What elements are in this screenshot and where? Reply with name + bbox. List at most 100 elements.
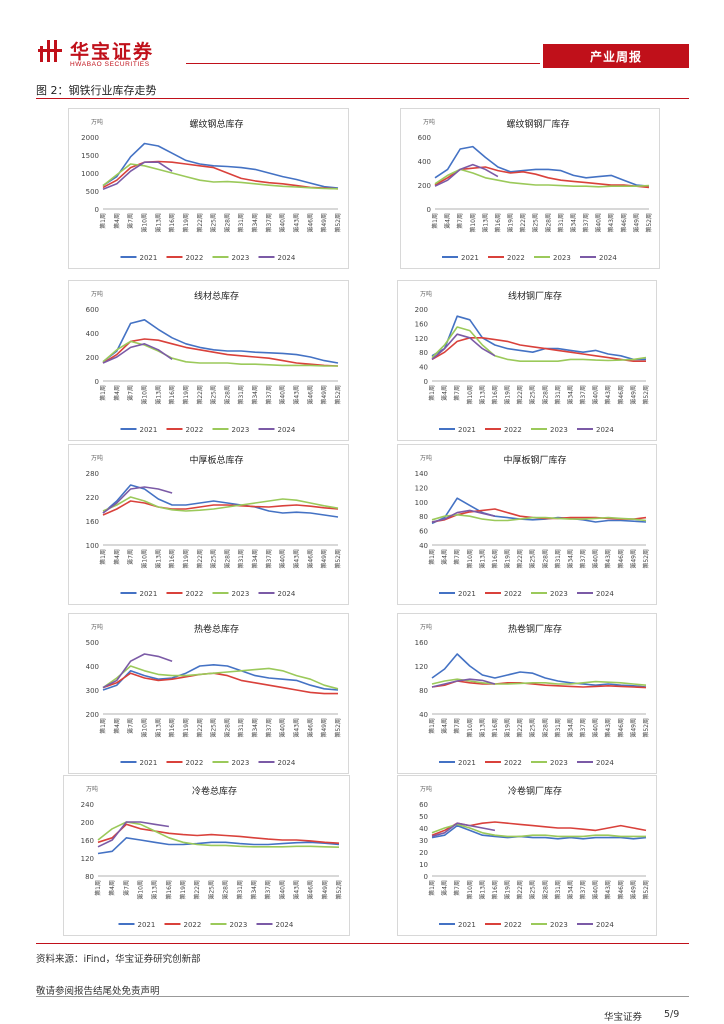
series-line-2021	[431, 497, 647, 525]
x-tick-label: 第19周	[507, 213, 515, 233]
x-tick-label: 第37周	[265, 385, 273, 405]
x-tick-label: 第7周	[453, 385, 461, 401]
x-tick-label: 第13周	[151, 880, 159, 900]
series-line-2024	[102, 343, 173, 364]
x-tick-label: 第43周	[604, 718, 612, 738]
footer-company: 华宝证券	[604, 1012, 643, 1023]
x-tick-label: 第28周	[541, 549, 549, 569]
series-line-2021	[431, 824, 647, 840]
x-tick-label: 第52周	[642, 549, 650, 569]
x-tick-label: 第37周	[579, 718, 587, 738]
x-tick-label: 第31周	[554, 718, 562, 738]
x-tick-label: 第19周	[182, 549, 190, 569]
legend-label: 2024	[596, 921, 614, 929]
series-line-2024	[431, 509, 496, 523]
x-tick-label: 第1周	[428, 718, 436, 734]
y-tick-label: 60	[419, 528, 428, 536]
series-line-2021	[434, 145, 650, 187]
x-tick-label: 第13周	[478, 880, 486, 900]
y-tick-label: 200	[418, 182, 431, 190]
x-tick-label: 第19周	[182, 718, 190, 738]
series-line-2023	[97, 821, 340, 848]
y-tick-label: 100	[86, 542, 99, 550]
x-tick-label: 第46周	[306, 385, 314, 405]
legend-label: 2024	[278, 426, 296, 434]
legend-label: 2024	[276, 921, 294, 929]
x-tick-label: 第31周	[557, 213, 565, 233]
x-tick-label: 第4周	[113, 213, 121, 229]
x-tick-label: 第40周	[592, 718, 600, 738]
y-tick-label: 140	[415, 470, 428, 478]
x-tick-label: 第16周	[168, 718, 176, 738]
legend-label: 2023	[232, 426, 250, 434]
x-tick-label: 第34周	[251, 385, 259, 405]
x-tick-label: 第46周	[617, 385, 625, 405]
x-tick-label: 第43周	[292, 880, 300, 900]
x-tick-label: 第1周	[428, 880, 436, 896]
legend-label: 2021	[140, 759, 158, 767]
chart-panel-plate-total: 万吨 中厚板总库存 100 160 220 280 第1周 第4周 第7周 第10周 第13周 第16…	[68, 444, 349, 605]
x-tick-label: 第7周	[456, 213, 464, 229]
x-tick-label: 第34周	[566, 385, 574, 405]
x-tick-label: 第1周	[99, 549, 107, 565]
y-tick-label: 160	[86, 518, 99, 526]
logo-mark-icon	[38, 40, 62, 62]
y-tick-label: 280	[86, 470, 99, 478]
chart-title: 中厚板钢厂库存	[503, 454, 566, 466]
x-tick-label: 第13周	[154, 718, 162, 738]
y-tick-label: 80	[419, 513, 428, 521]
x-tick-label: 第16周	[165, 880, 173, 900]
x-tick-label: 第22周	[196, 718, 204, 738]
y-tick-label: 500	[86, 639, 99, 647]
x-tick-label: 第19周	[182, 213, 190, 233]
x-tick-label: 第13周	[478, 549, 486, 569]
x-tick-label: 第4周	[113, 718, 121, 734]
x-tick-label: 第25周	[529, 549, 537, 569]
legend-label: 2023	[550, 426, 568, 434]
x-tick-label: 第1周	[99, 213, 107, 229]
x-tick-label: 第34周	[569, 213, 577, 233]
legend-label: 2022	[186, 590, 204, 598]
x-tick-label: 第46周	[617, 549, 625, 569]
x-tick-label: 第28周	[223, 385, 231, 405]
legend-label: 2021	[458, 921, 476, 929]
chart-panel-hrc-mill: 万吨 热卷钢厂库存 40 80 120 160 第1周 第4周 第7周 第10周 第13周 第16周第…	[397, 613, 657, 774]
x-tick-label: 第37周	[582, 213, 590, 233]
x-tick-label: 第1周	[428, 385, 436, 401]
header-divider	[186, 63, 540, 64]
series-line-2022	[102, 672, 338, 695]
x-tick-label: 第46周	[306, 718, 314, 738]
x-tick-label: 第49周	[320, 385, 328, 405]
x-tick-label: 第16周	[168, 549, 176, 569]
legend-label: 2021	[458, 759, 476, 767]
x-tick-label: 第25周	[529, 880, 537, 900]
x-tick-label: 第49周	[320, 213, 328, 233]
x-tick-label: 第34周	[566, 880, 574, 900]
legend-label: 2021	[140, 254, 158, 262]
chart-title: 线材钢厂库存	[508, 290, 562, 302]
y-tick-label: 200	[86, 711, 99, 719]
x-tick-label: 第16周	[491, 549, 499, 569]
x-tick-label: 第10周	[137, 880, 145, 900]
x-tick-label: 第37周	[579, 385, 587, 405]
x-tick-label: 第4周	[441, 718, 449, 734]
x-tick-label: 第25周	[529, 385, 537, 405]
x-tick-label: 第22周	[519, 213, 527, 233]
x-tick-label: 第40周	[592, 385, 600, 405]
x-tick-label: 第1周	[99, 385, 107, 401]
x-tick-label: 第19周	[504, 718, 512, 738]
y-unit-label: 万吨	[420, 454, 432, 462]
y-tick-label: 160	[81, 837, 94, 845]
x-tick-label: 第4周	[113, 385, 121, 401]
legend-label: 2023	[232, 590, 250, 598]
chart-rebar-mill: 万吨 螺纹钢钢厂库存 0 200 400 600 第1周 第4周 第7周 第10周 第13周 第16周…	[418, 118, 653, 262]
series-line-2024	[102, 486, 173, 514]
x-tick-label: 第28周	[541, 880, 549, 900]
y-tick-label: 0	[424, 873, 428, 881]
x-tick-label: 第52周	[645, 213, 653, 233]
x-tick-label: 第46周	[620, 213, 628, 233]
legend-label: 2021	[140, 426, 158, 434]
y-tick-label: 80	[419, 349, 428, 357]
x-tick-label: 第43周	[607, 213, 615, 233]
